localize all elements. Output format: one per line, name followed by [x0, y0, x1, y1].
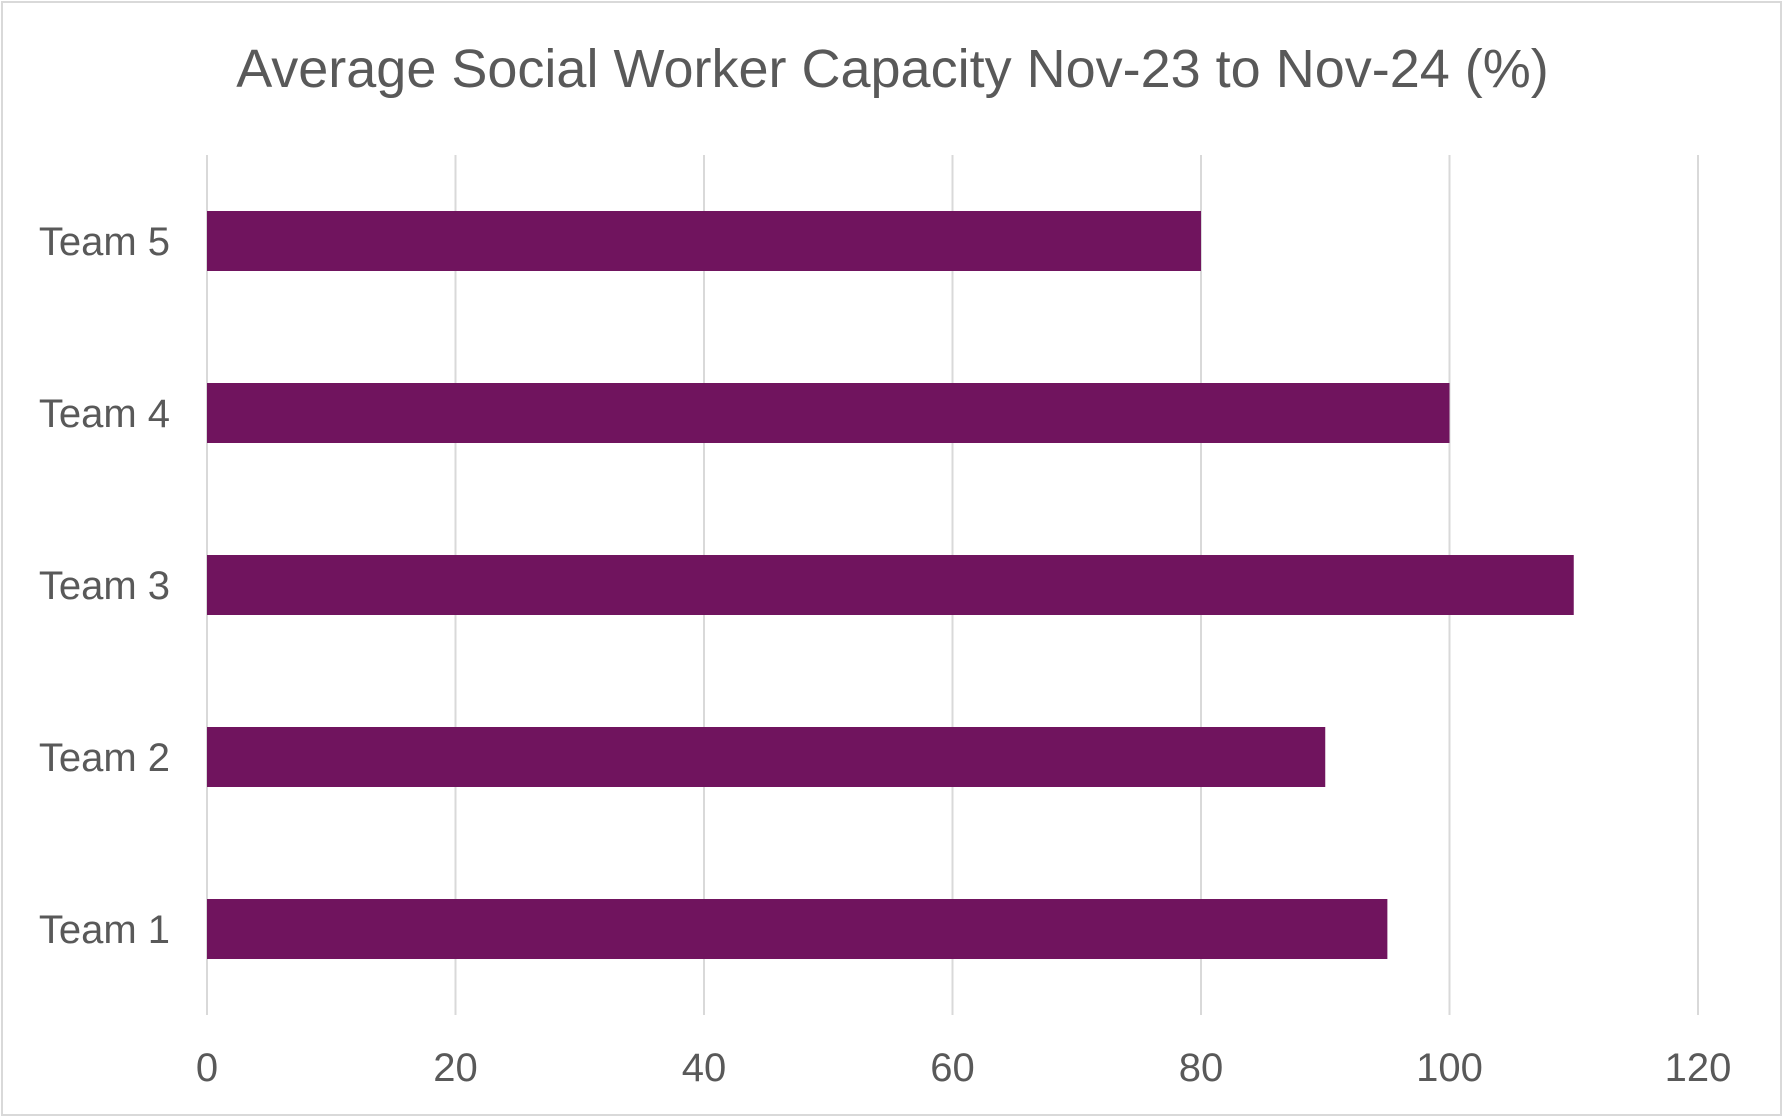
- category-label: Team 2: [39, 736, 170, 780]
- value-axis: 0 20 40 60 80 100 120: [196, 1046, 1732, 1090]
- x-tick-label: 40: [682, 1046, 727, 1090]
- bar-team-4: [207, 383, 1450, 443]
- bar-team-5: [207, 211, 1201, 271]
- category-label: Team 1: [39, 908, 170, 952]
- x-tick-label: 80: [1179, 1046, 1224, 1090]
- bars: [207, 211, 1574, 959]
- category-axis: Team 1 Team 2 Team 3 Team 4 Team 5: [39, 220, 170, 952]
- x-tick-label: 0: [196, 1046, 218, 1090]
- bar-team-2: [207, 727, 1326, 787]
- category-label: Team 5: [39, 220, 170, 264]
- category-label: Team 4: [39, 392, 170, 436]
- x-tick-label: 60: [930, 1046, 975, 1090]
- category-label: Team 3: [39, 564, 170, 608]
- bar-team-3: [207, 555, 1574, 615]
- x-tick-label: 20: [433, 1046, 478, 1090]
- x-tick-label: 100: [1416, 1046, 1483, 1090]
- x-tick-label: 120: [1665, 1046, 1732, 1090]
- chart-title: Average Social Worker Capacity Nov-23 to…: [236, 39, 1549, 99]
- bar-team-1: [207, 899, 1388, 959]
